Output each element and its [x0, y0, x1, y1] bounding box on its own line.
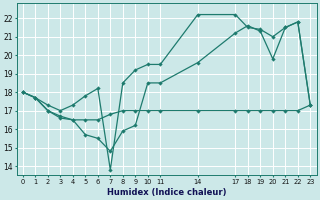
X-axis label: Humidex (Indice chaleur): Humidex (Indice chaleur)	[107, 188, 226, 197]
